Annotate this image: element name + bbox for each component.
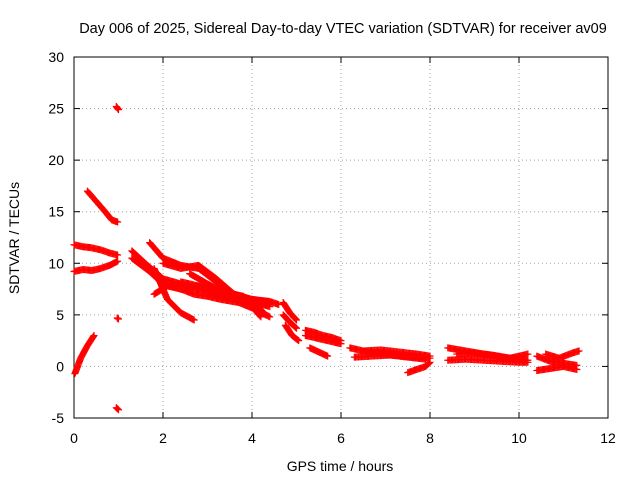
chart-title: Day 006 of 2025, Sidereal Day-to-day VTE… [79, 21, 607, 37]
x-tick-label: 8 [426, 430, 434, 446]
x-tick-label: 10 [511, 430, 527, 446]
data-point [426, 352, 434, 360]
x-tick-label: 6 [337, 430, 345, 446]
data-point [260, 309, 268, 317]
y-axis: -5 0 5 10 15 20 25 30 [48, 49, 608, 426]
data-point [293, 324, 300, 332]
data-point [114, 405, 122, 413]
x-axis: 0 2 4 6 8 10 12 [70, 57, 616, 446]
data-point [261, 311, 269, 319]
y-tick-label: 5 [56, 307, 64, 323]
data-point [89, 332, 97, 340]
data-point [295, 337, 303, 345]
y-tick-label: 10 [48, 255, 64, 271]
y-tick-label: 25 [48, 101, 64, 117]
x-tick-label: 4 [248, 430, 256, 446]
track-s25 [404, 358, 434, 377]
data-point [524, 350, 532, 358]
track-s13 [159, 259, 265, 321]
data-point [266, 313, 274, 321]
data-points [70, 103, 583, 414]
track-s21 [306, 344, 332, 360]
y-tick-label: 15 [48, 204, 64, 220]
data-point [261, 310, 269, 318]
track-s15 [177, 278, 283, 309]
data-point [255, 311, 263, 319]
track-s1 [70, 241, 122, 259]
data-point [115, 406, 122, 414]
data-point [114, 251, 122, 259]
data-point [573, 366, 581, 374]
x-tick-label: 2 [159, 430, 167, 446]
track-s4 [71, 331, 98, 378]
data-point [114, 257, 122, 265]
data-point [324, 352, 332, 360]
y-tick-label: -5 [52, 410, 65, 426]
track-s16 [279, 298, 300, 324]
track-s31 [542, 347, 583, 362]
track-s20 [301, 331, 345, 348]
data-point [114, 218, 122, 226]
data-point [292, 315, 300, 323]
x-tick-label: 12 [600, 430, 616, 446]
track-s24 [359, 346, 434, 360]
data-point [425, 360, 433, 368]
data-point [190, 316, 198, 324]
track-s3 [83, 187, 122, 226]
data-point [575, 347, 583, 355]
y-tick-label: 0 [56, 358, 64, 374]
data-point [115, 106, 122, 114]
track-s18 [281, 321, 303, 345]
track-s5 [112, 103, 122, 114]
data-point [257, 313, 265, 321]
track-s6 [112, 404, 122, 414]
data-point [426, 358, 434, 366]
data-point [293, 335, 301, 343]
data-point [90, 331, 98, 339]
data-point [115, 315, 122, 323]
data-point [425, 359, 433, 367]
track-s30 [533, 362, 581, 375]
data-point [113, 404, 121, 412]
data-point [291, 314, 299, 322]
data-point [293, 316, 300, 324]
track-s7 [113, 314, 122, 323]
track-s12 [150, 264, 198, 324]
data-point [256, 312, 264, 320]
track-s28 [453, 349, 532, 362]
data-point [524, 358, 532, 366]
data-point [294, 336, 302, 344]
x-tick-label: 0 [70, 430, 78, 446]
data-point [292, 323, 300, 331]
data-point [291, 323, 299, 331]
data-point [337, 340, 345, 348]
track-s2 [70, 257, 122, 276]
y-axis-label: SDTVAR / TECUs [6, 182, 22, 294]
track-s17 [279, 311, 300, 332]
x-axis-label: GPS time / hours [287, 458, 394, 474]
y-tick-label: 20 [48, 152, 64, 168]
y-tick-label: 30 [48, 49, 64, 65]
